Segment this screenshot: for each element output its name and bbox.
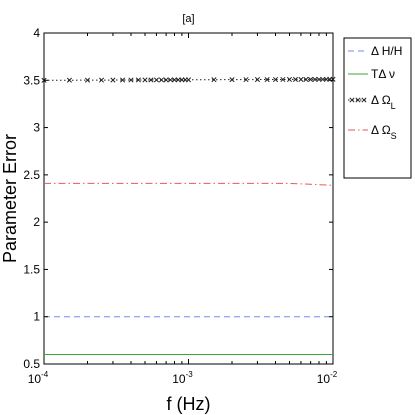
y-tick-label: 1.5	[23, 262, 40, 276]
legend: Δ H/HTΔ νΔ ΩLΔ ΩS	[343, 37, 412, 179]
x-tick-base: 10	[172, 372, 186, 386]
series-point	[286, 76, 293, 83]
series-line	[44, 182, 334, 186]
x-tick-base: 10	[28, 372, 42, 386]
y-tick-label: 4	[33, 26, 40, 40]
legend-label-sub: L	[391, 101, 396, 111]
x-tick-exponent: -3	[186, 370, 194, 379]
series-layer	[41, 76, 336, 355]
series-point	[163, 77, 169, 83]
legend-box	[343, 37, 412, 179]
series-point	[110, 77, 116, 83]
legend-label: Δ ΩL	[371, 93, 396, 111]
series-point	[254, 77, 260, 83]
y-tick-label: 0.5	[23, 357, 40, 371]
legend-label: Δ H/H	[371, 44, 402, 58]
series-point	[211, 77, 217, 83]
series-point	[185, 77, 192, 83]
legend-label-main: Δ Ω	[371, 123, 391, 137]
series-point	[84, 77, 91, 83]
x-tick-label: 10-3	[172, 370, 193, 386]
series-point	[66, 77, 72, 83]
legend-label: Δ ΩS	[371, 123, 397, 141]
x-tick-base: 10	[317, 372, 331, 386]
legend-label-main: Δ H/H	[371, 44, 402, 58]
y-tick-label: 2.5	[23, 168, 40, 182]
plot-frame	[43, 32, 334, 365]
legend-label-sub: S	[391, 131, 397, 141]
x-tick-exponent: -4	[41, 370, 49, 379]
series-point	[330, 76, 336, 82]
series-point	[135, 77, 141, 83]
y-tick-label: 3	[33, 121, 40, 135]
series-point	[153, 77, 159, 83]
series-point	[264, 77, 270, 83]
x-axis-label: f (Hz)	[167, 394, 211, 414]
series-point	[120, 77, 126, 83]
series-point	[308, 76, 314, 82]
series-point	[316, 76, 322, 82]
chart-title: [a]	[182, 13, 194, 25]
series-point	[171, 77, 178, 83]
legend-marker	[361, 97, 367, 103]
series-point	[128, 77, 134, 83]
legend-label: TΔ ν	[371, 67, 395, 81]
legend-label-main: Δ Ω	[371, 93, 391, 107]
series-point	[303, 76, 309, 82]
x-tick-label: 10-2	[317, 370, 338, 386]
series-point	[229, 77, 235, 83]
x-tick-exponent: -2	[330, 370, 338, 379]
legend-label-main: TΔ ν	[371, 67, 395, 81]
y-tick-label: 1	[33, 310, 40, 324]
legend-marker	[349, 97, 355, 103]
series-point	[167, 77, 173, 83]
series-point	[243, 77, 249, 83]
series-point	[272, 76, 279, 83]
series-point	[280, 76, 286, 83]
y-tick-label: 2	[33, 215, 40, 229]
y-tick-label: 3.5	[23, 73, 40, 87]
series-point	[148, 77, 154, 83]
series-point	[292, 76, 299, 83]
legend-marker	[355, 97, 361, 103]
x-tick-label: 10-4	[28, 370, 49, 386]
series-point	[312, 76, 318, 82]
series-point	[158, 77, 165, 83]
series-point	[298, 76, 304, 82]
series-point	[142, 77, 148, 83]
series-point	[98, 77, 105, 83]
y-axis-label: Parameter Error	[0, 134, 20, 263]
